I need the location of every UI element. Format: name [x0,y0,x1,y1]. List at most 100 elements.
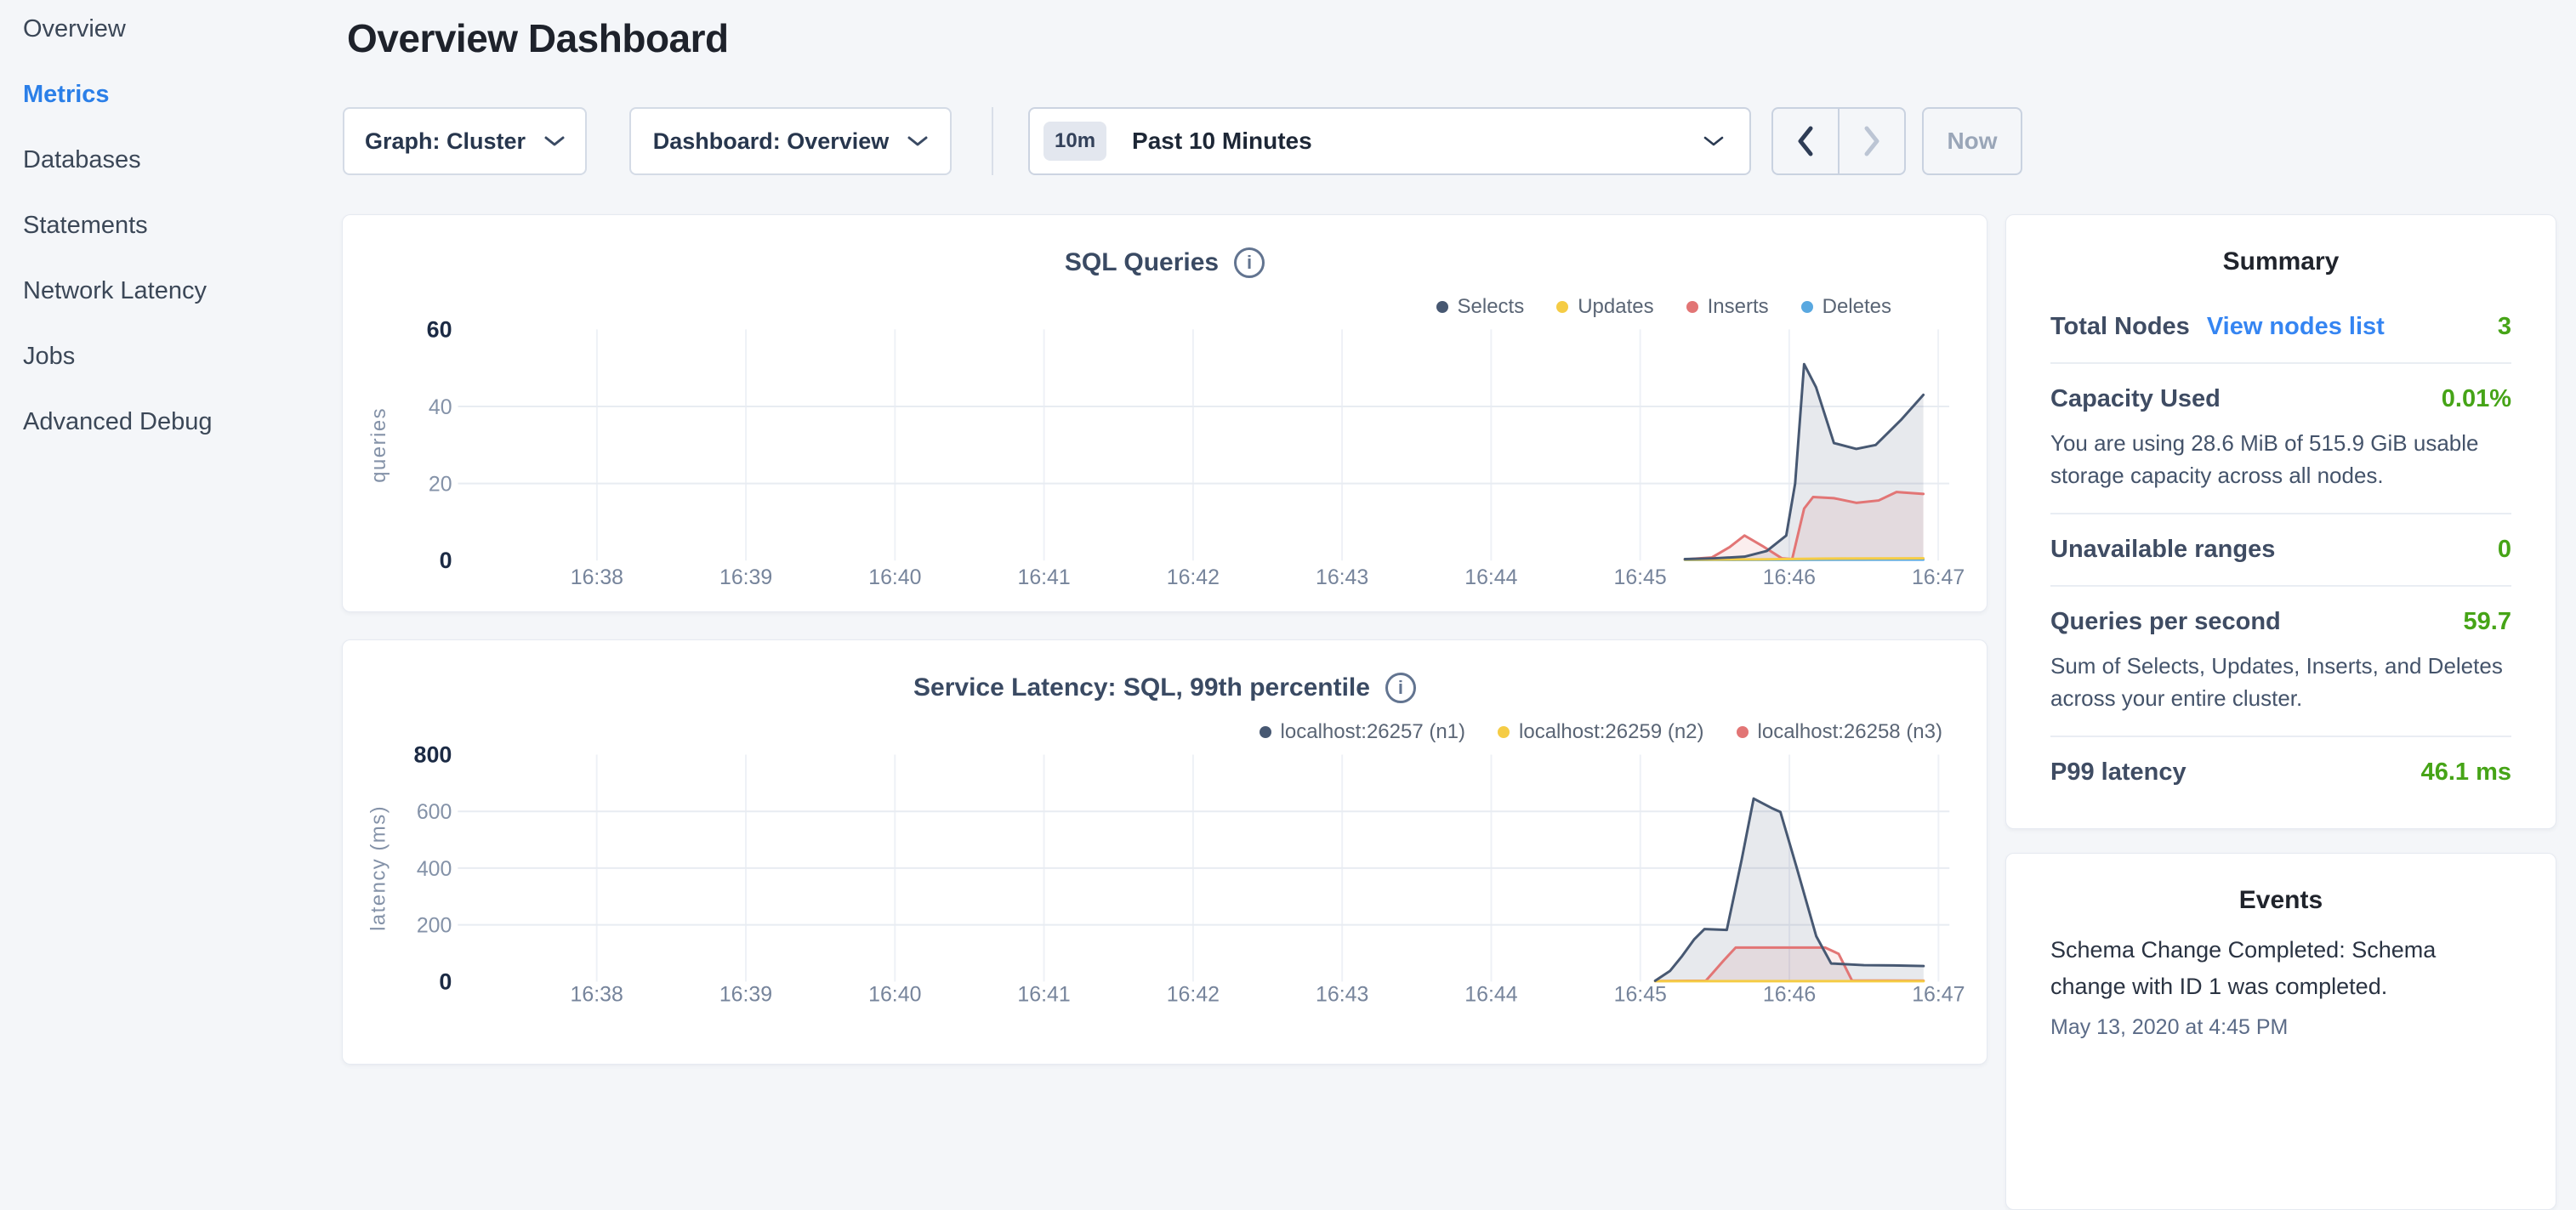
toolbar-divider [992,107,993,175]
dashboard-dropdown[interactable]: Dashboard: Overview [629,107,952,175]
legend-item: localhost:26259 (n2) [1498,720,1703,744]
svg-text:16:41: 16:41 [1017,982,1070,1006]
chevron-down-icon [907,136,928,147]
summary-metric: Capacity Used0.01%You are using 28.6 MiB… [2050,364,2511,514]
legend-label: Inserts [1708,295,1769,319]
svg-text:16:44: 16:44 [1464,982,1517,1006]
chart-title-row: SQL Queries i [343,247,1987,278]
legend-label: localhost:26258 (n3) [1758,720,1942,744]
service-latency-chart-card: Service Latency: SQL, 99th percentile i … [342,639,1987,1065]
summary-metric-value: 3 [2498,313,2511,341]
sidebar-item-databases[interactable]: Databases [23,143,340,177]
legend-dot-icon [1801,301,1813,313]
chart-legend: Selects Updates Inserts Deletes [1436,295,1892,319]
summary-metric-value: 46.1 ms [2421,758,2511,787]
time-forward-button[interactable] [1840,109,1904,173]
event-timestamp: May 13, 2020 at 4:45 PM [2050,1015,2511,1040]
svg-text:16:40: 16:40 [868,565,921,589]
summary-metric-label: Unavailable ranges [2050,536,2275,564]
svg-text:16:39: 16:39 [719,565,772,589]
svg-text:16:45: 16:45 [1614,982,1667,1006]
summary-panel: Summary Total Nodes View nodes list 3 Capac… [2005,214,2556,829]
legend-dot-icon [1260,726,1271,738]
legend-item: Inserts [1686,295,1769,319]
legend-label: localhost:26257 (n1) [1281,720,1465,744]
chevron-right-icon [1862,126,1881,156]
svg-text:16:44: 16:44 [1464,565,1517,589]
svg-text:queries: queries [367,407,390,483]
summary-metric-value: 0.01% [2442,385,2511,413]
svg-text:16:38: 16:38 [571,565,623,589]
info-icon[interactable]: i [1234,247,1265,278]
graph-dropdown-label: Graph: Cluster [365,128,526,155]
sidebar-item-jobs[interactable]: Jobs [23,339,340,373]
chart-title: Service Latency: SQL, 99th percentile [913,673,1370,702]
sql-queries-chart-card: SQL Queries i Selects Updates Inserts Delet… [342,214,1987,612]
legend-label: Selects [1458,295,1525,319]
sidebar-item-overview[interactable]: Overview [23,12,340,46]
summary-metric-description: You are using 28.6 MiB of 515.9 GiB usab… [2050,427,2511,491]
svg-text:20: 20 [429,473,452,497]
legend-item: localhost:26258 (n3) [1737,720,1942,744]
events-list: Schema Change Completed: Schema change w… [2050,932,2511,1040]
svg-text:16:38: 16:38 [571,982,623,1006]
sidebar-item-statements[interactable]: Statements [23,208,340,242]
svg-text:16:47: 16:47 [1912,982,1965,1006]
summary-title: Summary [2050,247,2511,276]
legend-dot-icon [1686,301,1698,313]
summary-metric: Unavailable ranges 0 [2050,514,2511,587]
chart-title: SQL Queries [1065,248,1219,277]
summary-metric-description: Sum of Selects, Updates, Inserts, and De… [2050,650,2511,714]
svg-text:latency (ms): latency (ms) [367,805,390,931]
svg-text:16:43: 16:43 [1316,982,1368,1006]
sidebar-item-advanced-debug[interactable]: Advanced Debug [23,405,340,439]
legend-dot-icon [1556,301,1568,313]
time-range-badge: 10m [1043,122,1106,161]
sidebar-item-metrics[interactable]: Metrics [23,77,340,111]
chart-legend: localhost:26257 (n1) localhost:26259 (n2)… [1260,720,1942,744]
events-title: Events [2050,886,2511,915]
page-title: Overview Dashboard [347,15,729,61]
svg-text:40: 40 [429,395,452,419]
svg-text:16:46: 16:46 [1763,565,1816,589]
legend-label: localhost:26259 (n2) [1519,720,1703,744]
svg-text:16:39: 16:39 [719,982,772,1006]
svg-text:16:40: 16:40 [868,982,921,1006]
graph-dropdown[interactable]: Graph: Cluster [343,107,587,175]
legend-item: Deletes [1801,295,1891,319]
dashboard-dropdown-label: Dashboard: Overview [653,128,890,155]
svg-text:16:42: 16:42 [1167,565,1220,589]
summary-metric-label: Total Nodes [2050,313,2190,341]
time-range-selector[interactable]: 10m Past 10 Minutes [1028,107,1751,175]
events-panel: Events Schema Change Completed: Schema c… [2005,853,2556,1210]
chevron-left-icon [1796,126,1815,156]
summary-metric-value: 59.7 [2464,608,2511,636]
time-step-button-group [1771,107,1906,175]
summary-metric-label: Queries per second [2050,608,2281,636]
time-back-button[interactable] [1773,109,1840,173]
info-icon[interactable]: i [1385,673,1416,703]
svg-text:16:47: 16:47 [1912,565,1965,589]
legend-label: Deletes [1823,295,1891,319]
summary-metrics: Total Nodes View nodes list 3 Capacity Used… [2050,292,2511,808]
sidebar-item-network-latency[interactable]: Network Latency [23,274,340,308]
view-nodes-list-link[interactable]: View nodes list [2207,313,2385,341]
summary-metric: Queries per second 59.7 Sum of Selects, Up… [2050,587,2511,737]
chart-title-row: Service Latency: SQL, 99th percentile i [343,673,1987,703]
summary-metric: Total Nodes View nodes list 3 [2050,292,2511,364]
summary-metric-label: P99 latency [2050,758,2186,787]
svg-text:16:42: 16:42 [1167,982,1220,1006]
svg-text:200: 200 [417,914,452,938]
svg-text:16:46: 16:46 [1763,982,1816,1006]
svg-text:800: 800 [414,741,452,767]
legend-dot-icon [1498,726,1510,738]
legend-item: Selects [1436,295,1525,319]
svg-text:0: 0 [439,969,452,994]
summary-metric-value: 0 [2498,536,2511,564]
legend-label: Updates [1578,295,1653,319]
legend-item: Updates [1556,295,1653,319]
now-button[interactable]: Now [1922,107,2022,175]
time-range-label: Past 10 Minutes [1132,128,1312,155]
event-text: Schema Change Completed: Schema change w… [2050,932,2511,1005]
chart-plot-area[interactable]: 16:38 16:39 16:40 16:41 16:42 16:43 16:44 16:45… [343,640,1988,1064]
